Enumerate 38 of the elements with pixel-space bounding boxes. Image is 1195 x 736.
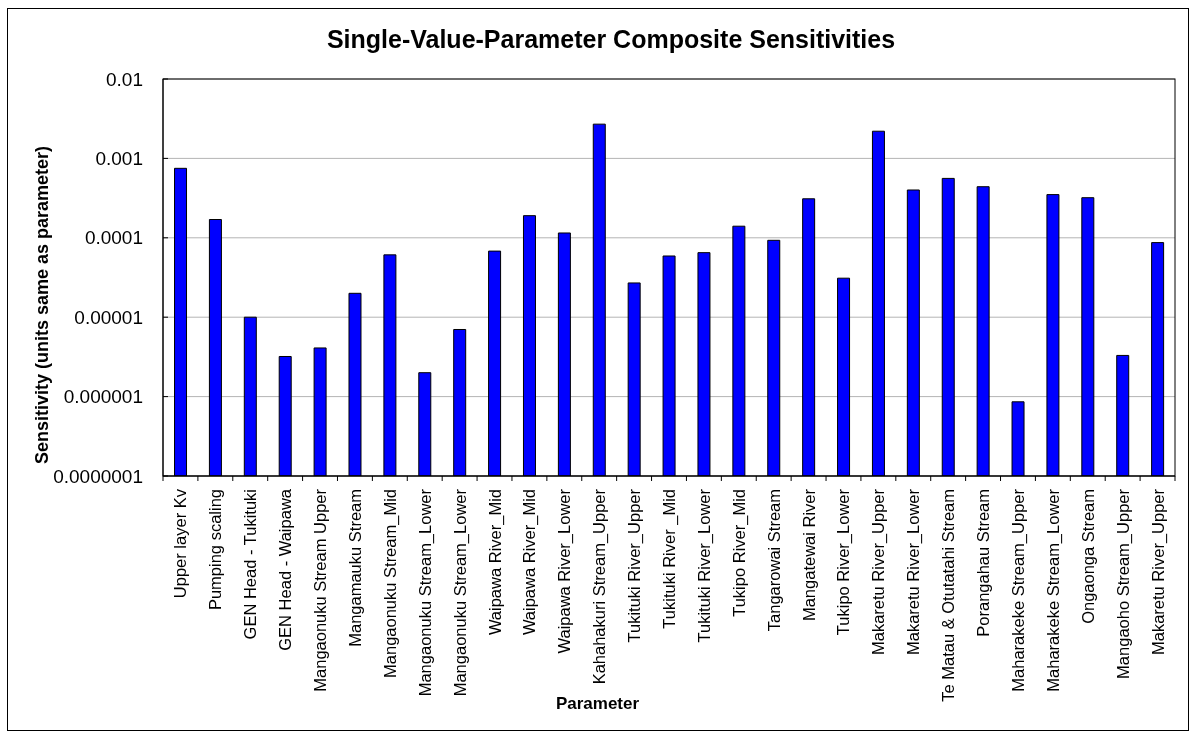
x-tick-label: Mangamauku Stream xyxy=(345,489,364,647)
x-tick-label: Tangarowai Stream xyxy=(764,489,783,632)
x-tick-label: Mangaoho Stream_Upper xyxy=(1113,488,1133,679)
x-tick-label: Maharakeke Stream_Upper xyxy=(1008,488,1028,692)
x-tick-label: Pumping scaling xyxy=(206,489,225,611)
x-tick-label: Waipawa River_Mid xyxy=(520,489,540,636)
x-tick-label: Mangaonuku Stream_Lower xyxy=(415,488,435,697)
x-tick-label: Te Matau & Otutatahi Stream xyxy=(939,489,958,702)
x-tick-label: Kahahakuri Stream_Upper xyxy=(590,488,610,685)
x-tick-label: Porangahau Stream xyxy=(974,489,993,637)
x-tick-label: Mangaonuku Stream_Mid xyxy=(380,489,400,678)
y-axis-title: Sensitivity (units same as parameter) xyxy=(32,145,52,465)
y-tick-label: 0.000001 xyxy=(63,386,143,408)
x-tick-label: Makaretu River_Upper xyxy=(869,488,889,655)
x-tick-label: GEN Head - Waipawa xyxy=(276,488,295,651)
x-tick-label: Tukituki River_Lower xyxy=(694,488,714,643)
y-tick-label: 0.001 xyxy=(95,147,143,169)
y-tick-label: 0.00001 xyxy=(74,306,143,328)
x-tick-label: Tukituki River_Upper xyxy=(625,488,645,643)
x-tick-label: Tukipo River_Mid xyxy=(729,489,749,617)
x-tick-label: Mangaonuku Stream_Lower xyxy=(450,488,470,697)
x-tick-label: GEN Head - Tukituki xyxy=(241,489,260,640)
x-axis-title: Parameter xyxy=(555,694,640,713)
y-tick-label: 0.0001 xyxy=(84,227,143,249)
x-tick-label: Waipawa River_Mid xyxy=(485,489,505,636)
x-tick-label: Tukipo River_Lower xyxy=(834,488,854,636)
x-tick-label: Mangaonuku Stream Upper xyxy=(311,488,330,692)
x-tick-label: Ongaonga Stream xyxy=(1078,489,1097,624)
y-tick-label: 0.01 xyxy=(106,68,143,90)
chart-title: Single-Value-Parameter Composite Sensitivities xyxy=(326,25,896,53)
x-tick-label: Waipawa River_Lower xyxy=(555,488,575,654)
x-tick-label: Makaretu River_Lower xyxy=(904,488,924,655)
x-tick-label: Maharakeke Stream_Lower xyxy=(1043,488,1063,692)
y-tick-label: 0.0000001 xyxy=(53,465,143,487)
x-tick-label: Tukituki River _Mid xyxy=(660,489,679,629)
x-tick-label: Mangatewai River xyxy=(799,488,818,622)
x-tick-label: Makaretu River_Upper xyxy=(1148,488,1168,655)
x-tick-label: Upper layer Kv xyxy=(171,488,190,599)
